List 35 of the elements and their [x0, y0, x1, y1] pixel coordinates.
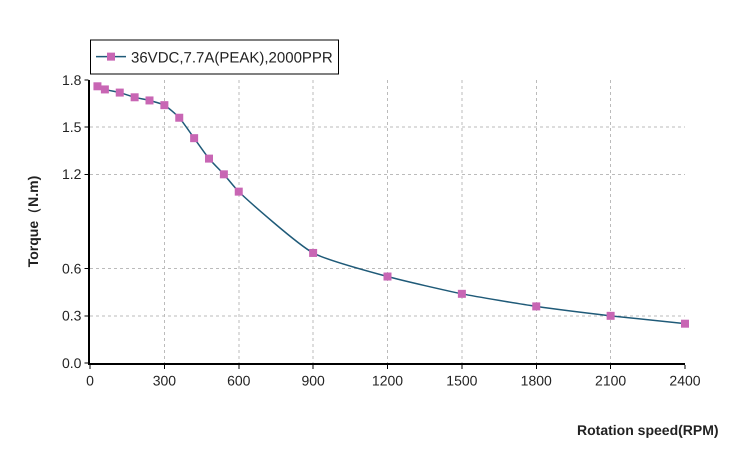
x-tick-label: 600: [227, 372, 251, 389]
y-axis-title: Torque（N.m): [25, 176, 42, 268]
x-tick-label: 2100: [595, 372, 626, 389]
point: [681, 320, 689, 328]
point: [220, 170, 228, 178]
x-tick-label: 300: [152, 372, 176, 389]
x-tick-label: 2400: [669, 372, 701, 389]
y-tick-label: 0.3: [62, 308, 82, 324]
y-tick-label: 0.0: [62, 354, 82, 371]
point: [146, 96, 154, 104]
y-tick-label: 1.8: [62, 72, 82, 88]
y-tick-label: 0.6: [62, 260, 82, 277]
point: [309, 248, 318, 257]
point: [130, 93, 139, 102]
x-tick-label: 1200: [372, 372, 404, 389]
y-tick-label: 1.2: [62, 166, 82, 182]
x-tick-label: 0: [86, 372, 94, 389]
point: [384, 272, 392, 281]
x-tick-label: 1800: [520, 372, 552, 389]
point: [100, 85, 109, 94]
point: [205, 154, 213, 163]
point: [458, 290, 466, 298]
point: [606, 312, 615, 320]
point: [93, 82, 102, 90]
x-tick-label: 900: [301, 372, 326, 389]
point: [532, 302, 540, 310]
point: [175, 114, 184, 122]
x-tick-label: 1500: [446, 372, 478, 389]
point: [190, 134, 198, 142]
point: [116, 88, 124, 97]
x-axis-title: Rotation speed(RPM): [577, 422, 719, 438]
y-tick-label: 1.5: [62, 119, 82, 136]
point: [234, 188, 243, 196]
point: [160, 101, 168, 110]
legend-label: 36VDC,7.7A(PEAK),2000PPR: [131, 49, 333, 66]
